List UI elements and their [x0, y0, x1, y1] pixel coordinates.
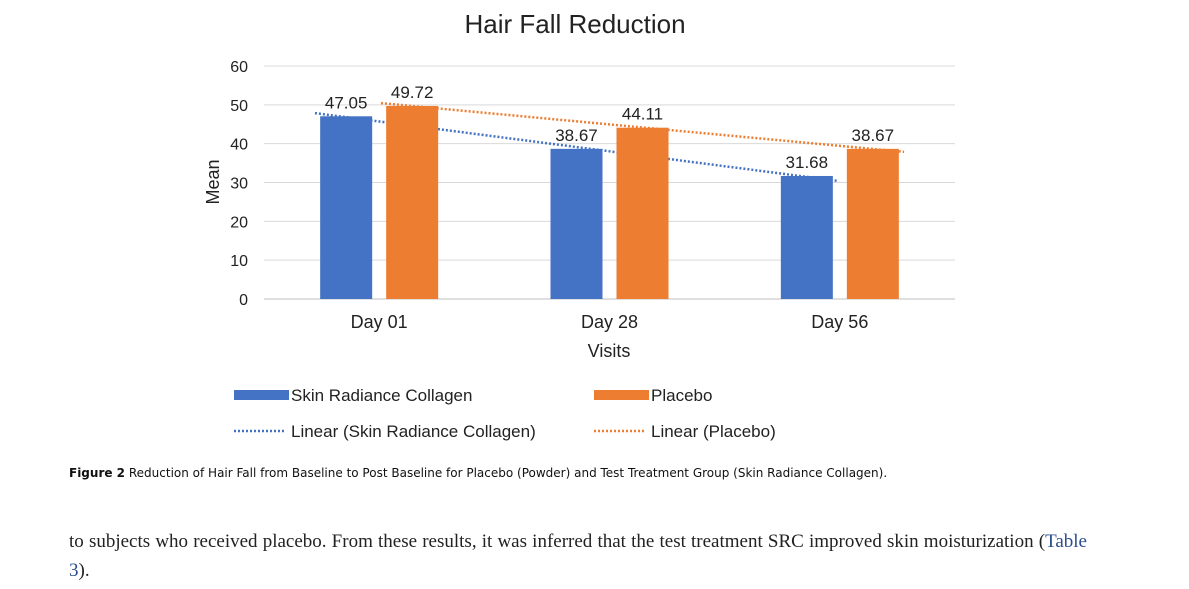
caption-text: Reduction of Hair Fall from Baseline to … [128, 466, 888, 480]
y-axis-label: Mean [203, 159, 223, 204]
data-label: 44.11 [622, 105, 663, 124]
data-label: 49.72 [391, 83, 434, 102]
data-label: 47.05 [325, 93, 368, 112]
legend-swatch [594, 390, 649, 400]
legend-label: Linear (Skin Radiance Collagen) [291, 422, 536, 441]
data-label: 31.68 [786, 153, 829, 172]
x-tick-label: Day 56 [811, 312, 868, 332]
y-tick-label: 20 [230, 214, 248, 231]
y-tick-label: 40 [230, 137, 248, 154]
trendline [380, 101, 905, 154]
y-tick-label: 50 [230, 98, 248, 115]
data-label: 38.67 [852, 126, 895, 145]
paragraph-end: ). [78, 560, 90, 581]
bar [386, 105, 439, 299]
bar [780, 175, 833, 299]
legend-swatch [234, 390, 289, 400]
bars [320, 105, 899, 299]
bar [550, 148, 603, 299]
y-tick-label: 30 [230, 176, 248, 193]
figure-caption: Figure 2 Reduction of Hair Fall from Bas… [69, 466, 1149, 480]
body-paragraph: to subjects who received placebo. From t… [69, 527, 1087, 585]
legend-label: Linear (Placebo) [651, 422, 776, 441]
hair-fall-chart: Hair Fall Reduction Mean Visits 0 10 20 30 4… [203, 9, 955, 441]
x-tick-label: Day 01 [351, 312, 408, 332]
data-label: 38.67 [555, 126, 598, 145]
bar [616, 127, 669, 299]
gridlines: 0 10 20 30 40 50 60 Day 01 Day 28 Day 56 [230, 59, 955, 332]
trendlines [314, 101, 905, 183]
bar [320, 116, 373, 299]
data-labels: 47.05 38.67 31.68 49.72 44.11 38.67 [325, 83, 894, 172]
figure: Hair Fall Reduction Mean Visits 0 10 20 30 4… [203, 9, 955, 441]
legend-label: Placebo [651, 386, 712, 405]
table-3-link[interactable]: Table 3 [69, 531, 1087, 581]
legend-label: Skin Radiance Collagen [291, 386, 472, 405]
x-tick-label: Day 28 [581, 312, 638, 332]
x-axis-label: Visits [588, 341, 631, 361]
y-tick-label: 0 [239, 292, 248, 309]
chart-title: Hair Fall Reduction [464, 9, 685, 39]
y-tick-label: 10 [230, 253, 248, 270]
bar [846, 148, 899, 299]
legend: Skin Radiance Collagen Placebo Linear (Ski… [234, 386, 776, 441]
paragraph-text: to subjects who received placebo. From t… [69, 531, 1046, 552]
y-tick-label: 60 [230, 59, 248, 76]
caption-label: Figure 2 [69, 466, 126, 480]
